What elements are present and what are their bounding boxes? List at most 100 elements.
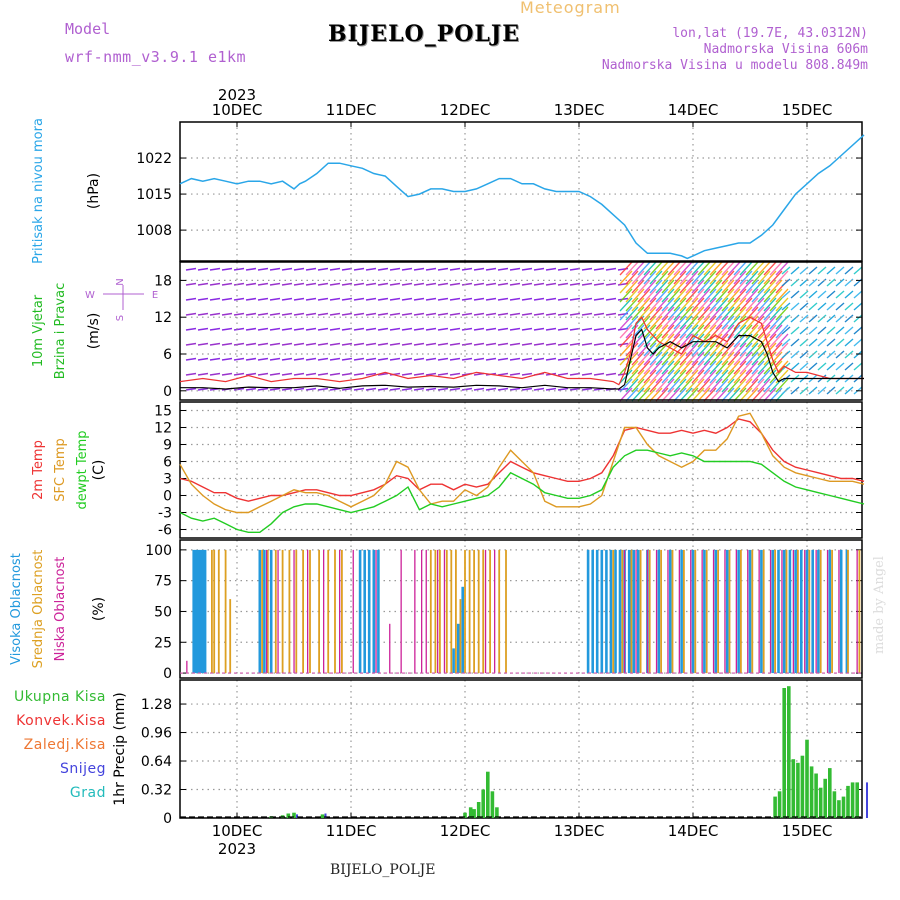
wind-barb <box>341 357 353 361</box>
wind-barb <box>569 267 581 271</box>
low-cloud-bar <box>339 549 341 674</box>
wind-barb <box>745 315 759 330</box>
wind-barb <box>721 315 735 330</box>
wind-barb <box>769 306 783 321</box>
wind-barb <box>245 342 257 346</box>
wind-barb <box>691 360 705 375</box>
wind-barb <box>329 372 341 376</box>
lonlat-label: lon,lat (19.7E, 43.0312N) <box>672 26 868 41</box>
wind-barb <box>643 342 657 357</box>
wind-barb <box>569 357 581 361</box>
wind-barb <box>673 387 687 402</box>
high-cloud-bar <box>703 549 706 674</box>
wind-barb <box>739 270 753 285</box>
wind-barb <box>739 288 753 303</box>
wind-barb <box>757 288 771 303</box>
wind-barb <box>775 261 789 276</box>
wind-barb <box>745 351 759 366</box>
wind-barb <box>233 342 245 346</box>
wind-barb <box>605 327 617 331</box>
low-cloud-bar <box>186 660 188 674</box>
wind-barb <box>221 372 233 376</box>
wind-barb <box>305 267 317 271</box>
wind-barb <box>679 279 693 294</box>
high-cloud-bar <box>605 549 608 674</box>
wind-barb <box>661 360 675 375</box>
wind-barb <box>425 372 437 376</box>
wind-barb <box>781 362 791 371</box>
low-cloud-bar <box>781 549 783 674</box>
wind-barb <box>185 282 197 286</box>
wind-barb <box>757 333 771 348</box>
footer-station: BIJELO_POLJE <box>330 862 436 878</box>
wind-barb <box>655 324 669 339</box>
wind-barb <box>709 270 723 285</box>
pressure-unit-label: (hPa) <box>86 173 102 209</box>
low-cloud-bar <box>815 549 817 674</box>
wind-barb <box>581 282 593 286</box>
wind-barb <box>197 342 209 346</box>
wind-barb <box>844 338 854 347</box>
wind-barb <box>437 387 449 391</box>
wind-barb <box>461 327 473 331</box>
wind-barb <box>485 312 497 316</box>
wind-barb <box>293 387 305 391</box>
wind-barb <box>721 261 735 276</box>
low-cloud-bar <box>494 549 496 674</box>
wind-barb <box>449 267 461 271</box>
wind-barb <box>425 387 437 391</box>
wind-barb <box>751 279 765 294</box>
high-cloud-bar <box>199 549 202 674</box>
wind-barb <box>835 362 845 371</box>
wind-barb <box>643 288 657 303</box>
wind-barb <box>715 306 729 321</box>
wind-barb <box>808 290 818 299</box>
wind-barb <box>727 306 741 321</box>
wind-barb <box>643 297 657 312</box>
wind-barb <box>233 327 245 331</box>
wind-barb <box>631 360 645 375</box>
mid-cloud-bar <box>762 549 765 674</box>
wind-barb <box>625 324 639 339</box>
wind-barb <box>751 288 765 303</box>
wind-barb <box>329 312 341 316</box>
wind-barb <box>569 342 581 346</box>
low-cloud-bar <box>443 549 446 674</box>
mid-cloud-bar <box>489 549 491 674</box>
wind-barb <box>817 266 827 275</box>
wind-barb <box>649 360 663 375</box>
wind-barb <box>245 357 257 361</box>
wind-barb <box>769 387 783 402</box>
wind-barb <box>281 357 293 361</box>
cloud-axis-label-1: Visoka Oblacnost <box>9 553 24 665</box>
wind-barb <box>389 282 401 286</box>
precip-total-bar <box>320 814 325 818</box>
wind-barb <box>826 266 836 275</box>
precip-total-bar <box>800 755 805 818</box>
mid-cloud-bar <box>211 549 213 674</box>
wind-barb <box>545 357 557 361</box>
precip-total-bar <box>855 782 859 818</box>
wind-barb <box>221 357 233 361</box>
wind-barb <box>733 270 747 285</box>
wind-barb <box>557 372 569 376</box>
precip-total-bar <box>472 809 476 818</box>
wind-barb <box>365 372 377 376</box>
wind-barb <box>661 261 675 276</box>
wind-barb <box>667 369 681 384</box>
wind-barb <box>269 357 281 361</box>
wind-barb <box>521 327 533 331</box>
wind-barb <box>733 297 747 312</box>
wind-barb <box>661 297 675 312</box>
wind-barb <box>697 387 711 402</box>
wind-barb <box>413 267 425 271</box>
wind-barb <box>826 278 836 287</box>
wind-barb <box>185 357 197 361</box>
wind-barb <box>257 387 269 391</box>
mid-cloud-bar <box>266 549 269 674</box>
mid-cloud-bar <box>847 549 849 674</box>
wind-barb <box>449 312 461 316</box>
wind-barb <box>655 369 669 384</box>
wind-barb <box>449 297 461 301</box>
y-tick-label: 18 <box>154 273 172 289</box>
